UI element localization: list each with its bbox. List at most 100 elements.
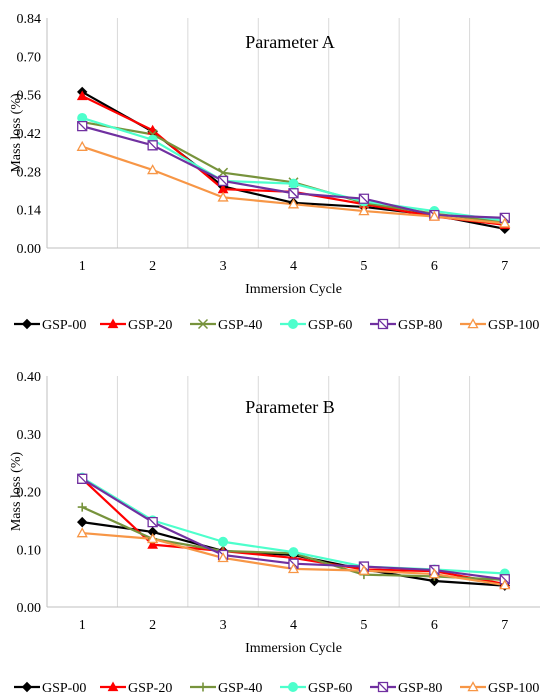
legend-item-gsp-100: GSP-100 bbox=[460, 318, 539, 333]
data-point bbox=[147, 140, 158, 151]
y-tick-label: 0.30 bbox=[17, 428, 42, 443]
data-point bbox=[76, 140, 88, 151]
data-point bbox=[147, 164, 159, 175]
y-tick-label: 0.40 bbox=[17, 370, 42, 385]
chart-parameter-b: 0.00 0.10 0.20 0.30 0.40 1 2 3 4 5 6 7 Immersion Cyc… bbox=[9, 370, 540, 696]
series-markers-gsp-100 bbox=[76, 140, 511, 228]
legend-item-gsp-00: GSP-00 bbox=[14, 318, 86, 333]
legend-marker bbox=[107, 681, 119, 692]
legend-marker bbox=[21, 318, 33, 330]
data-point bbox=[76, 90, 88, 101]
data-point bbox=[358, 205, 370, 216]
legend-label: GSP-00 bbox=[42, 318, 86, 333]
legend-marker bbox=[377, 318, 389, 330]
data-point bbox=[287, 198, 300, 209]
legend-label: GSP-80 bbox=[398, 318, 442, 333]
data-point bbox=[287, 563, 300, 574]
y-tick-label: 0.20 bbox=[17, 486, 42, 501]
data-point bbox=[428, 568, 440, 579]
x-tick-label: 5 bbox=[360, 618, 367, 633]
legend: GSP-00 GSP-20 GSP-40 GSP-60 GSP-80 GSP-100 bbox=[14, 681, 539, 696]
legend-label: GSP-20 bbox=[128, 681, 172, 696]
legend-label: GSP-40 bbox=[218, 318, 262, 333]
legend-item-gsp-80: GSP-80 bbox=[370, 318, 442, 333]
legend: GSP-00 GSP-20 GSP-40 GSP-60 GSP-80 GSP-100 bbox=[14, 318, 539, 333]
data-point bbox=[499, 579, 511, 590]
x-tick-label: 6 bbox=[431, 618, 438, 633]
y-tick-label: 0.84 bbox=[17, 12, 42, 27]
data-point bbox=[217, 175, 229, 187]
legend-item-gsp-00: GSP-00 bbox=[14, 681, 86, 696]
x-tick-label: 7 bbox=[501, 259, 508, 274]
legend-marker bbox=[21, 681, 33, 693]
y-tick-label: 0.10 bbox=[17, 543, 42, 558]
legend-label: GSP-80 bbox=[398, 681, 442, 696]
x-tick-label: 4 bbox=[290, 259, 297, 274]
chart-title: Parameter B bbox=[245, 397, 334, 417]
y-tick-label: 0.42 bbox=[17, 127, 42, 142]
data-point bbox=[428, 210, 440, 221]
y-axis-title: Mass loss (%) bbox=[9, 452, 24, 532]
data-point bbox=[77, 502, 87, 512]
data-point bbox=[218, 167, 229, 178]
x-tick-label: 3 bbox=[220, 259, 227, 274]
data-point bbox=[499, 217, 511, 228]
x-tick-label: 6 bbox=[431, 259, 438, 274]
data-point bbox=[147, 516, 158, 528]
legend-marker bbox=[288, 319, 298, 329]
x-tick-label: 4 bbox=[290, 618, 297, 633]
legend-label: GSP-60 bbox=[308, 681, 352, 696]
x-tick-label: 7 bbox=[501, 618, 508, 633]
data-point bbox=[358, 193, 370, 204]
data-point bbox=[76, 527, 88, 538]
x-axis-title: Immersion Cycle bbox=[245, 641, 342, 656]
legend-item-gsp-20: GSP-20 bbox=[100, 318, 172, 333]
y-tick-label: 0.14 bbox=[17, 204, 42, 219]
data-point bbox=[429, 575, 440, 587]
legend-item-gsp-100: GSP-100 bbox=[460, 681, 539, 696]
y-tick-label: 0.28 bbox=[17, 165, 42, 180]
x-axis-title: Immersion Cycle bbox=[245, 282, 342, 297]
chart-title: Parameter A bbox=[245, 32, 334, 52]
x-tick-label: 1 bbox=[79, 259, 86, 274]
x-tick-label: 2 bbox=[149, 259, 156, 274]
data-point bbox=[147, 533, 159, 544]
y-tick-label: 0.56 bbox=[17, 89, 42, 104]
x-tick-label: 1 bbox=[79, 618, 86, 633]
legend-marker bbox=[467, 681, 479, 692]
legend-label: GSP-40 bbox=[218, 681, 262, 696]
x-tick-label: 2 bbox=[149, 618, 156, 633]
data-point bbox=[288, 547, 299, 558]
legend-label: GSP-00 bbox=[42, 681, 86, 696]
y-tick-label: 0.70 bbox=[17, 50, 42, 65]
x-tick-label: 5 bbox=[360, 259, 367, 274]
legend-marker bbox=[198, 682, 208, 692]
series-markers-gsp-40 bbox=[77, 117, 510, 228]
legend-item-gsp-40: GSP-40 bbox=[190, 681, 262, 696]
legend-marker bbox=[107, 318, 119, 329]
chart-parameter-a: 0.00 0.14 0.28 0.42 0.56 0.70 0.84 1 2 3 4 5 6 7 Immer… bbox=[9, 12, 540, 333]
data-point bbox=[77, 473, 88, 484]
data-point bbox=[147, 539, 158, 549]
data-point bbox=[217, 191, 229, 202]
data-point bbox=[77, 121, 88, 132]
legend-marker bbox=[467, 318, 479, 329]
y-axis-title: Mass loss (%) bbox=[9, 93, 24, 173]
legend-marker bbox=[377, 681, 389, 693]
legend-label: GSP-60 bbox=[308, 318, 352, 333]
x-tick-label: 3 bbox=[220, 618, 227, 633]
legend-item-gsp-60: GSP-60 bbox=[280, 318, 352, 333]
y-tick-label: 0.00 bbox=[17, 601, 42, 616]
data-point bbox=[77, 516, 88, 528]
legend-marker bbox=[197, 318, 209, 330]
legend-marker bbox=[288, 682, 298, 692]
legend-item-gsp-80: GSP-80 bbox=[370, 681, 442, 696]
legend-item-gsp-40: GSP-40 bbox=[190, 318, 262, 333]
data-point bbox=[288, 188, 299, 199]
legend-item-gsp-60: GSP-60 bbox=[280, 681, 352, 696]
series-markers-gsp-100 bbox=[76, 527, 511, 590]
legend-item-gsp-20: GSP-20 bbox=[100, 681, 172, 696]
data-point bbox=[218, 536, 229, 547]
legend-label: GSP-100 bbox=[488, 681, 539, 696]
